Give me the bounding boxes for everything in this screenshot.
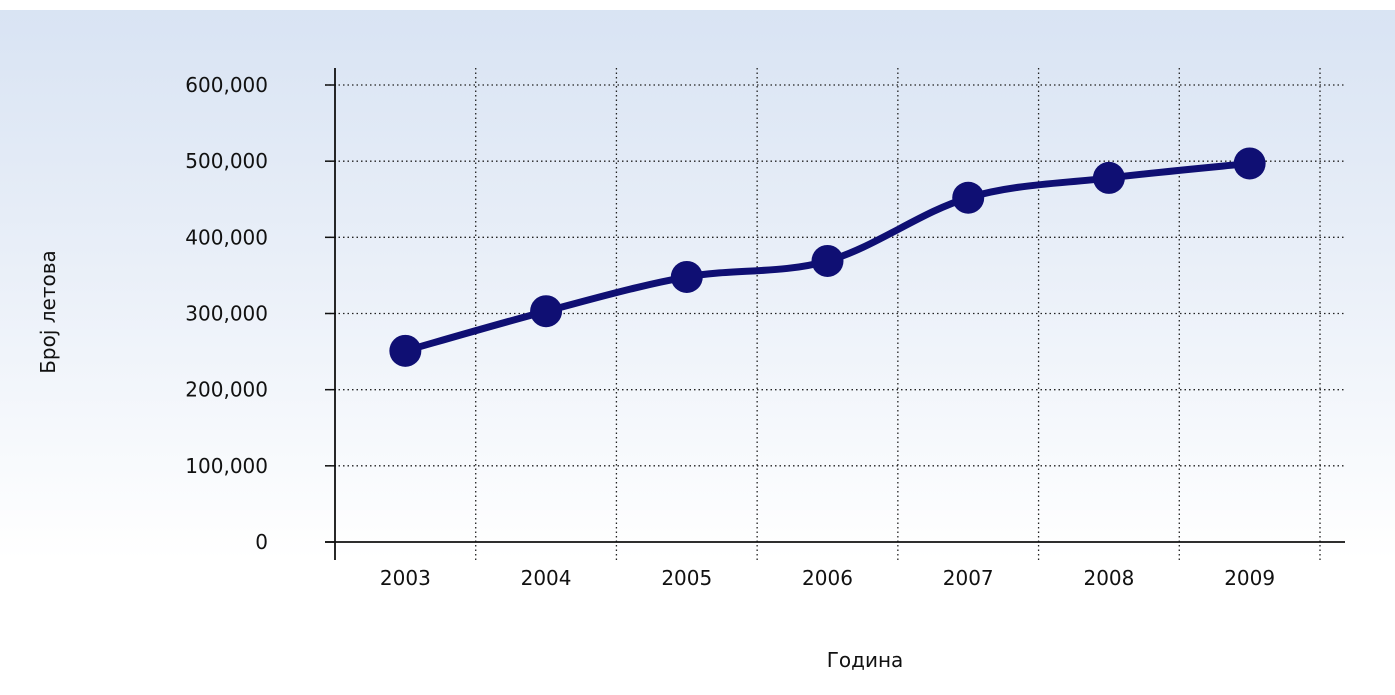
y-tick-label: 100,000 bbox=[185, 454, 268, 478]
y-tick-label: 500,000 bbox=[185, 149, 268, 173]
x-tick-label: 2003 bbox=[380, 566, 431, 590]
y-tick-label: 400,000 bbox=[185, 225, 268, 249]
data-point-marker bbox=[1092, 161, 1125, 194]
x-tick-label: 2007 bbox=[943, 566, 994, 590]
y-tick-label: 200,000 bbox=[185, 378, 268, 402]
x-tick-label: 2009 bbox=[1224, 566, 1275, 590]
axis-layer bbox=[325, 68, 1345, 560]
data-point-marker bbox=[811, 244, 844, 277]
x-tick-label: 2005 bbox=[661, 566, 712, 590]
top-border bbox=[0, 0, 1395, 10]
y-tick-label: 0 bbox=[255, 530, 268, 554]
data-point-marker bbox=[1233, 147, 1266, 180]
y-axis-title: Број летова bbox=[36, 250, 60, 374]
tick-labels: 0 100,000 200,000 300,000 400,000 500,000 600,… bbox=[185, 73, 1275, 590]
data-point-marker bbox=[952, 181, 985, 214]
data-point-marker bbox=[389, 334, 422, 367]
data-point-marker bbox=[670, 260, 703, 293]
series-layer bbox=[389, 147, 1266, 367]
data-point-marker bbox=[530, 295, 563, 328]
y-tick-label: 300,000 bbox=[185, 302, 268, 326]
x-tick-label: 2004 bbox=[521, 566, 572, 590]
y-tick-label: 600,000 bbox=[185, 73, 268, 97]
grid-layer bbox=[325, 68, 1345, 560]
x-tick-label: 2006 bbox=[802, 566, 853, 590]
x-axis-title: Година bbox=[827, 648, 904, 672]
x-tick-label: 2008 bbox=[1083, 566, 1134, 590]
